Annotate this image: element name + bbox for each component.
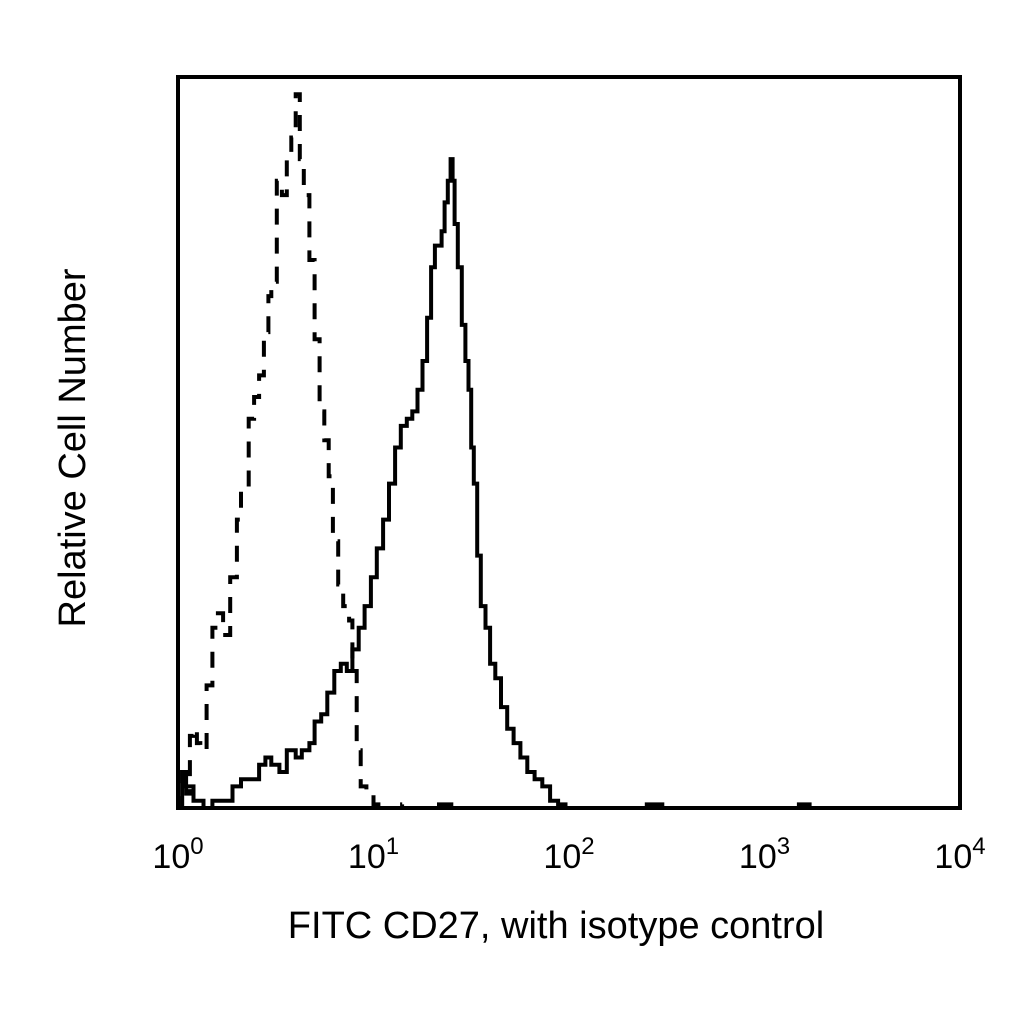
x-tick-label: 101 [348,833,399,876]
y-axis-title: Relative Cell Number [52,268,94,627]
cd27-histogram [178,157,960,810]
x-tick-label: 104 [934,833,985,876]
data-layer [178,92,960,810]
x-tick-label: 103 [739,833,790,876]
plot-frame [176,75,962,810]
tick-label-layer: 100 101 102 103 104 [152,833,985,876]
x-tick-label: 102 [543,833,594,876]
x-axis-title: FITC CD27, with isotype control [288,905,824,947]
x-tick-label: 100 [152,833,203,876]
isotype-control-histogram [178,92,454,810]
